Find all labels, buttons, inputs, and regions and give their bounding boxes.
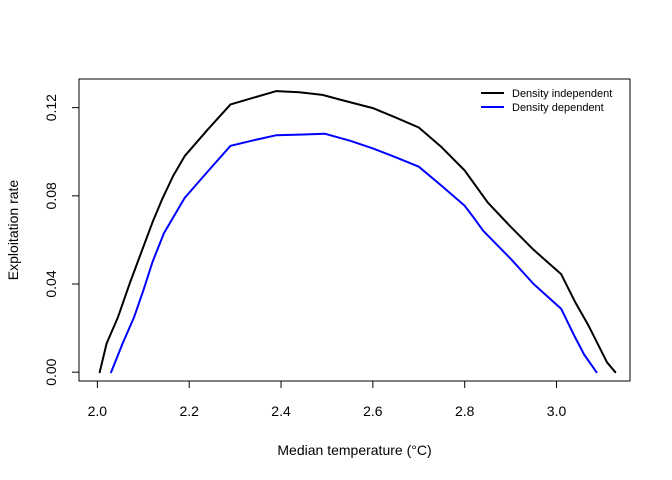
legend-label-1: Density independent [512,88,612,100]
x-tick-label: 2.8 [455,403,475,419]
legend: Density independent Density dependent [481,88,612,114]
y-tick-label: 0.12 [43,94,59,121]
x-axis: 2.0 2.2 2.4 2.6 2.8 3.0 [88,381,567,419]
x-axis-label: Median temperature (°C) [277,442,431,458]
x-tick-label: 2.2 [179,403,199,419]
x-tick-label: 2.6 [363,403,383,419]
legend-label-2: Density dependent [512,102,604,114]
y-axis: 0.00 0.04 0.08 0.12 [43,94,79,386]
y-tick-label: 0.00 [43,358,59,385]
y-tick-label: 0.04 [43,270,59,297]
series-layer [98,90,617,374]
series-line-2 [110,132,598,374]
x-tick-label: 3.0 [547,403,567,419]
plot-frame [78,78,631,382]
x-tick-label: 2.0 [88,403,108,419]
y-tick-label: 0.08 [43,182,59,209]
series-line-1 [98,90,617,374]
x-tick-label: 2.4 [271,403,291,419]
y-axis-label: Exploitation rate [5,180,21,281]
